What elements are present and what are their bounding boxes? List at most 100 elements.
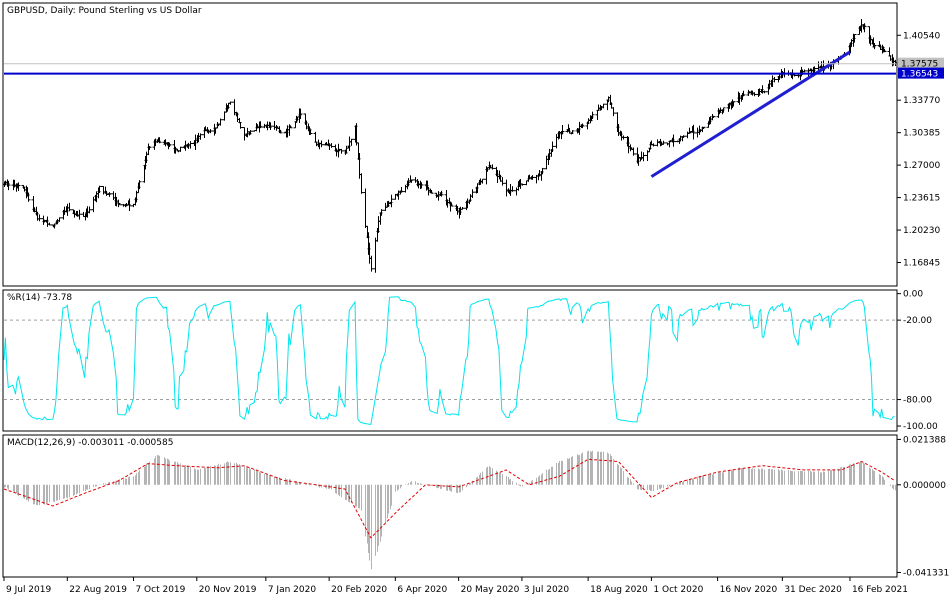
x-tick-label: 20 Feb 2020 <box>331 585 387 595</box>
price-bar <box>852 33 857 43</box>
price-bar <box>500 177 505 186</box>
price-tick-label: 1.27000 <box>903 161 940 171</box>
price-bar <box>137 180 142 190</box>
price-bar <box>288 125 293 129</box>
price-bar <box>319 140 324 148</box>
price-bar <box>117 202 122 206</box>
price-bar <box>802 69 807 73</box>
price-bar <box>419 182 424 189</box>
williams-r-tick-label: -20.00 <box>903 316 932 326</box>
current-price-tag: 1.37575 <box>898 57 944 70</box>
price-bar <box>762 90 767 94</box>
macd-tick-label: 0.000000 <box>903 481 946 491</box>
price-bar <box>369 255 374 272</box>
price-bar <box>359 173 364 194</box>
price-bar <box>97 185 102 194</box>
price-bar <box>349 138 354 146</box>
x-tick-label: 9 Jul 2019 <box>6 585 51 595</box>
price-bar <box>560 125 565 135</box>
williams-r-tick-label: 0.00 <box>903 290 923 300</box>
price-bar <box>520 183 525 186</box>
price-tick-label: 1.33770 <box>903 96 940 106</box>
price-bar <box>681 135 686 138</box>
price-bar <box>480 178 485 184</box>
price-bar <box>77 209 82 220</box>
price-bar <box>6 180 11 191</box>
price-bar <box>711 115 716 118</box>
price-bar <box>590 111 595 120</box>
price-bar <box>460 207 465 210</box>
price-bar <box>449 202 454 207</box>
price-bar <box>389 194 394 208</box>
price-bar <box>248 130 253 135</box>
x-tick-label: 22 Aug 2019 <box>69 585 127 595</box>
price-bar <box>550 141 555 152</box>
price-bar <box>601 103 606 109</box>
price-bar <box>258 121 263 129</box>
price-bar <box>16 182 21 192</box>
price-bar <box>47 222 52 226</box>
svg-text:1.37575: 1.37575 <box>901 60 938 70</box>
price-bar <box>621 135 626 140</box>
price-bar <box>329 143 334 148</box>
macd-tick-label: -0.041331 <box>903 568 949 578</box>
x-tick-label: 20 May 2020 <box>461 585 520 595</box>
price-bar <box>37 214 42 222</box>
price-bar <box>470 189 475 198</box>
williams-r-tick-label: -100.00 <box>903 422 938 432</box>
williams-r-title: %R(14) -73.78 <box>7 293 72 303</box>
price-bar <box>127 198 132 211</box>
price-bar <box>298 108 303 120</box>
macd-panel-frame <box>2 434 898 578</box>
price-bar <box>409 179 414 183</box>
macd-signal-line <box>3 458 895 539</box>
price-bar <box>429 190 434 194</box>
price-bar <box>580 123 585 129</box>
price-bar <box>278 129 283 134</box>
price-bar <box>147 146 152 150</box>
price-bar <box>611 107 616 117</box>
price-panel-frame <box>2 2 898 287</box>
price-bar <box>731 101 736 107</box>
price-bar <box>651 143 656 147</box>
price-tick-label: 1.23615 <box>903 194 940 204</box>
price-bar <box>701 126 706 129</box>
price-bar <box>631 147 636 156</box>
price-bar <box>399 186 404 193</box>
price-bar <box>741 90 746 96</box>
price-bar <box>208 129 213 134</box>
x-tick-label: 18 Aug 2020 <box>590 585 648 595</box>
price-bar <box>752 92 757 97</box>
price-bar <box>872 43 877 50</box>
price-bar <box>339 148 344 154</box>
price-bar <box>238 121 243 129</box>
williams-r-panel-frame <box>2 289 898 432</box>
macd-title: MACD(12,26,9) -0.003011 -0.000585 <box>7 438 173 448</box>
price-bar <box>87 206 92 214</box>
price-bar <box>188 141 193 149</box>
price-bar <box>721 107 726 113</box>
price-bar <box>308 129 313 135</box>
price-bar <box>530 175 535 180</box>
price-bar <box>157 137 162 144</box>
price-tick-label: 1.30385 <box>903 129 940 139</box>
price-bar <box>641 152 646 162</box>
x-tick-label: 16 Feb 2021 <box>852 585 908 595</box>
price-chart-title: GBPUSD, Daily: Pound Sterling vs US Doll… <box>7 6 202 16</box>
williams-r-line <box>3 296 895 425</box>
x-tick-label: 7 Oct 2019 <box>135 585 185 595</box>
price-bar <box>379 209 384 216</box>
price-bar <box>570 130 575 134</box>
price-bar <box>107 192 112 197</box>
svg-text:1.36543: 1.36543 <box>901 70 938 80</box>
x-tick-label: 6 Apr 2020 <box>397 585 447 595</box>
x-tick-label: 20 Nov 2019 <box>199 585 257 595</box>
price-bar <box>540 167 545 175</box>
x-tick-label: 7 Jan 2020 <box>268 585 316 595</box>
price-tick-label: 1.20230 <box>903 226 940 236</box>
price-bar <box>510 186 515 192</box>
price-bar <box>218 118 223 126</box>
williams-r-tick-label: -80.00 <box>903 396 932 406</box>
price-tick-label: 1.16845 <box>903 259 940 269</box>
